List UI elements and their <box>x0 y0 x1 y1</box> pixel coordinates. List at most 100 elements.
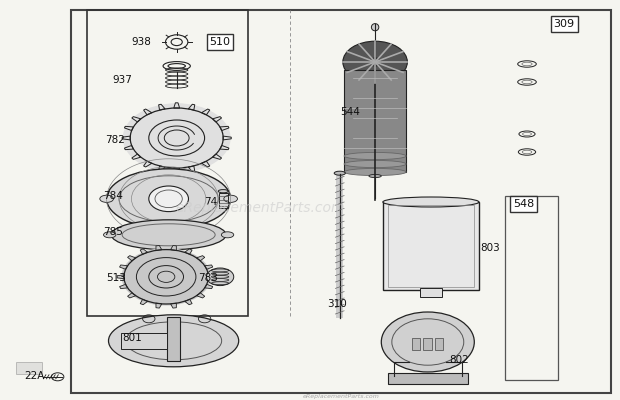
Circle shape <box>149 186 188 212</box>
Polygon shape <box>125 126 133 130</box>
Text: 310: 310 <box>327 299 347 309</box>
Polygon shape <box>197 256 205 261</box>
Polygon shape <box>120 265 128 269</box>
Bar <box>388 373 468 384</box>
Ellipse shape <box>108 315 239 367</box>
Text: 510: 510 <box>210 37 231 47</box>
Bar <box>420 288 442 297</box>
Polygon shape <box>185 299 192 305</box>
Bar <box>423 338 432 350</box>
Polygon shape <box>128 256 136 261</box>
Polygon shape <box>174 103 180 108</box>
Ellipse shape <box>211 275 229 278</box>
Polygon shape <box>140 249 148 254</box>
Ellipse shape <box>371 24 379 31</box>
Text: 803: 803 <box>480 243 500 253</box>
Text: 802: 802 <box>449 355 469 365</box>
Ellipse shape <box>383 197 479 207</box>
Circle shape <box>123 103 231 173</box>
Text: 782: 782 <box>105 135 125 145</box>
Polygon shape <box>132 154 141 159</box>
Ellipse shape <box>100 195 113 202</box>
Polygon shape <box>122 136 130 140</box>
Polygon shape <box>144 161 152 167</box>
Circle shape <box>381 312 474 372</box>
Polygon shape <box>185 249 192 254</box>
Ellipse shape <box>344 152 406 160</box>
Polygon shape <box>156 303 162 308</box>
Ellipse shape <box>221 232 234 238</box>
Text: 937: 937 <box>113 75 133 85</box>
Polygon shape <box>174 168 180 173</box>
Ellipse shape <box>344 160 406 168</box>
Text: 801: 801 <box>122 333 142 343</box>
Ellipse shape <box>211 278 229 282</box>
Polygon shape <box>120 284 128 289</box>
Polygon shape <box>188 104 195 110</box>
Ellipse shape <box>369 174 381 178</box>
Text: 783: 783 <box>198 273 218 283</box>
Bar <box>219 193 228 208</box>
Bar <box>344 70 406 172</box>
Bar <box>383 202 479 290</box>
Text: eReplacementParts.com: eReplacementParts.com <box>175 201 345 215</box>
Bar <box>121 333 167 349</box>
Bar <box>412 338 420 350</box>
Polygon shape <box>132 117 141 122</box>
Text: 785: 785 <box>104 227 123 237</box>
Bar <box>71 10 611 393</box>
Bar <box>336 174 343 318</box>
Polygon shape <box>202 161 210 167</box>
Ellipse shape <box>211 269 229 272</box>
Text: 309: 309 <box>554 19 575 29</box>
Polygon shape <box>144 109 152 115</box>
Polygon shape <box>197 293 205 298</box>
Text: 74: 74 <box>204 197 218 207</box>
Polygon shape <box>128 293 136 298</box>
Bar <box>344 70 406 172</box>
Polygon shape <box>213 154 221 159</box>
Ellipse shape <box>107 169 231 229</box>
Ellipse shape <box>344 168 406 176</box>
Bar <box>16 362 42 374</box>
Ellipse shape <box>218 190 228 193</box>
Ellipse shape <box>211 282 229 285</box>
Polygon shape <box>220 126 229 130</box>
Polygon shape <box>170 246 176 250</box>
Ellipse shape <box>224 195 237 202</box>
Polygon shape <box>220 146 229 150</box>
Polygon shape <box>156 246 162 250</box>
Polygon shape <box>170 303 176 308</box>
Text: 548: 548 <box>513 199 534 209</box>
Polygon shape <box>208 275 215 279</box>
Polygon shape <box>205 265 213 269</box>
Polygon shape <box>117 275 124 279</box>
Bar <box>505 196 558 380</box>
Text: 938: 938 <box>131 37 151 47</box>
Polygon shape <box>140 299 148 305</box>
Bar <box>435 338 443 350</box>
Bar <box>383 202 479 290</box>
Polygon shape <box>188 166 195 172</box>
Polygon shape <box>159 166 165 172</box>
Ellipse shape <box>104 232 116 238</box>
Polygon shape <box>202 109 210 115</box>
Bar <box>388 205 474 287</box>
Text: 513: 513 <box>107 273 126 283</box>
Text: 784: 784 <box>104 191 123 201</box>
Bar <box>167 317 180 361</box>
Circle shape <box>343 41 407 83</box>
Circle shape <box>122 248 211 306</box>
Polygon shape <box>213 117 221 122</box>
Polygon shape <box>205 284 213 289</box>
Ellipse shape <box>334 171 345 175</box>
Polygon shape <box>125 146 133 150</box>
Polygon shape <box>159 104 165 110</box>
Text: 22A: 22A <box>24 371 44 381</box>
Polygon shape <box>223 136 231 140</box>
Text: eReplacementParts.com: eReplacementParts.com <box>303 394 379 399</box>
Ellipse shape <box>112 220 226 250</box>
Circle shape <box>206 268 234 286</box>
Text: 544: 544 <box>340 107 360 117</box>
Ellipse shape <box>211 272 229 275</box>
